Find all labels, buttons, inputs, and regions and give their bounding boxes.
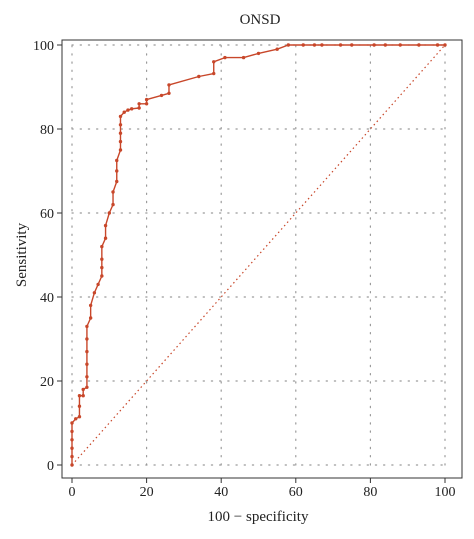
roc-point: [111, 202, 115, 207]
roc-point: [118, 123, 123, 127]
roc-point: [443, 43, 447, 47]
y-tick-label: 60: [40, 207, 54, 222]
roc-point: [398, 43, 402, 47]
roc-point: [85, 385, 89, 389]
roc-point: [417, 43, 421, 47]
roc-point: [81, 394, 85, 398]
roc-point: [118, 131, 123, 135]
roc-point: [223, 55, 227, 60]
roc-point: [111, 190, 115, 194]
roc-point: [241, 55, 246, 60]
roc-point: [103, 236, 108, 240]
roc-point: [103, 223, 108, 228]
roc-point: [107, 211, 112, 215]
roc-point: [129, 107, 134, 111]
plot-frame: [61, 39, 463, 479]
roc-point: [137, 102, 141, 106]
roc-point: [372, 43, 376, 47]
roc-point: [70, 429, 74, 434]
x-tick-label: 20: [140, 485, 154, 500]
roc-point: [383, 43, 388, 47]
roc-point: [77, 404, 82, 408]
x-tick-label: 0: [69, 485, 76, 500]
roc-point: [256, 51, 261, 56]
roc-point: [85, 324, 89, 329]
roc-point: [70, 446, 74, 450]
roc-point: [88, 303, 93, 308]
x-tick-label: 40: [214, 485, 228, 500]
roc-point: [85, 337, 89, 341]
roc-point: [167, 91, 171, 96]
roc-point: [167, 83, 171, 87]
roc-point: [118, 114, 123, 119]
roc-point: [275, 47, 279, 51]
y-tick-label: 80: [40, 123, 54, 138]
roc-point: [74, 417, 78, 421]
roc-point: [144, 97, 149, 102]
roc-point: [118, 148, 123, 152]
roc-point: [115, 169, 119, 173]
roc-point: [286, 43, 291, 47]
roc-point: [100, 257, 104, 261]
axis-layer: 0 20 40 60 80 100 0 20 40 60 80 100: [33, 39, 456, 500]
roc-point: [70, 438, 74, 442]
roc-point: [301, 43, 305, 47]
roc-point: [81, 387, 85, 392]
roc-point: [100, 265, 104, 270]
roc-point: [197, 74, 201, 79]
roc-point: [100, 274, 104, 278]
roc-point: [212, 71, 216, 76]
chart-title: ONSD: [240, 12, 281, 28]
roc-point: [144, 102, 149, 106]
y-tick-label: 20: [40, 375, 54, 390]
roc-point: [100, 244, 104, 249]
x-tick-label: 100: [435, 485, 456, 500]
roc-point: [159, 93, 164, 98]
roc-point: [312, 43, 317, 47]
y-tick-label: 0: [47, 459, 54, 474]
roc-point: [70, 454, 74, 459]
x-tick-label: 80: [363, 485, 377, 500]
roc-point: [115, 158, 119, 163]
x-tick-label: 60: [289, 485, 303, 500]
roc-point: [115, 179, 119, 184]
y-tick-label: 100: [33, 39, 54, 54]
x-axis-label: 100 − specificity: [208, 509, 309, 525]
roc-point: [92, 291, 97, 295]
roc-point: [85, 375, 89, 379]
roc-point: [118, 139, 123, 144]
roc-point: [338, 43, 343, 47]
roc-point: [77, 415, 82, 419]
roc-point: [435, 43, 440, 47]
roc-point: [88, 316, 93, 320]
roc-point: [212, 60, 216, 64]
roc-point: [70, 421, 74, 425]
roc-point: [350, 43, 354, 47]
roc-point: [96, 282, 100, 287]
roc-point: [85, 349, 89, 354]
data-layer: [70, 43, 447, 467]
reference-diagonal-line: [71, 44, 446, 466]
roc-point: [137, 106, 141, 110]
roc-point: [122, 110, 126, 114]
roc-point: [77, 394, 82, 398]
y-axis-label: Sensitivity: [14, 222, 30, 287]
roc-point: [126, 108, 130, 112]
roc-point: [320, 43, 324, 47]
roc-point: [85, 362, 89, 366]
y-tick-label: 40: [40, 291, 54, 306]
